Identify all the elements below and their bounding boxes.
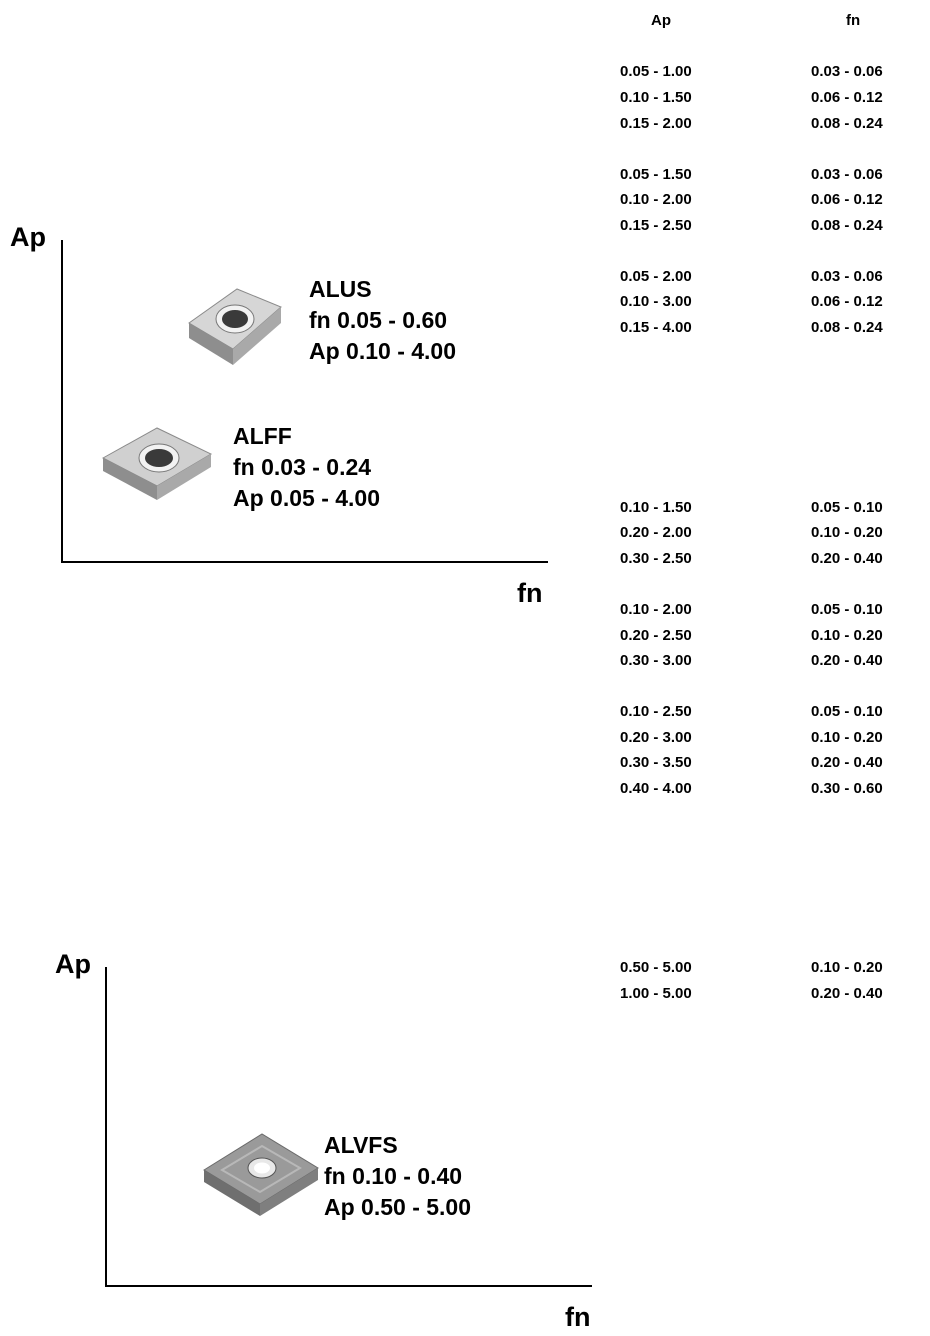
table-cell-fn: 0.05 - 0.10 xyxy=(811,703,883,720)
table-cell-fn: 0.06 - 0.12 xyxy=(811,89,883,106)
table-cell-ap: 0.50 - 5.00 xyxy=(620,959,692,976)
table-header-fn: fn xyxy=(846,12,861,29)
table-cell-fn: 0.08 - 0.24 xyxy=(811,217,883,234)
table-cell-fn: 0.20 - 0.40 xyxy=(811,754,883,771)
table-cell-ap: 1.00 - 5.00 xyxy=(620,985,692,1002)
table-cell-ap: 0.20 - 3.00 xyxy=(620,729,692,746)
alff-insert-image xyxy=(101,427,213,500)
alvfs-name: ALVFS xyxy=(324,1132,398,1158)
alff-fn-range: fn 0.03 - 0.24 xyxy=(233,454,372,480)
table-cell-ap: 0.10 - 2.00 xyxy=(620,191,692,208)
alff-name: ALFF xyxy=(233,423,292,449)
y-axis-line xyxy=(61,240,63,563)
x-axis-line-2 xyxy=(105,1285,592,1287)
table-cell-fn: 0.06 - 0.12 xyxy=(811,293,883,310)
table-cell-fn: 0.10 - 0.20 xyxy=(811,729,883,746)
table-cell-fn: 0.10 - 0.20 xyxy=(811,524,883,541)
table-cell-fn: 0.20 - 0.40 xyxy=(811,550,883,567)
alff-spec: ALFF fn 0.03 - 0.24 Ap 0.05 - 4.00 xyxy=(233,421,380,514)
table-cell-fn: 0.05 - 0.10 xyxy=(811,499,883,516)
table-cell-ap: 0.20 - 2.00 xyxy=(620,524,692,541)
table-cell-fn: 0.10 - 0.20 xyxy=(811,627,883,644)
table-cell-ap: 0.30 - 3.00 xyxy=(620,652,692,669)
alus-fn-range: fn 0.05 - 0.60 xyxy=(309,307,448,333)
alvfs-fn-range: fn 0.10 - 0.40 xyxy=(324,1163,463,1189)
table-cell-ap: 0.05 - 1.00 xyxy=(620,63,692,80)
table-cell-ap: 0.10 - 3.00 xyxy=(620,293,692,310)
table-cell-fn: 0.08 - 0.24 xyxy=(811,115,883,132)
alvfs-spec: ALVFS fn 0.10 - 0.40 Ap 0.50 - 5.00 xyxy=(324,1130,471,1223)
x-axis-line xyxy=(61,561,548,563)
table-cell-ap: 0.15 - 2.00 xyxy=(620,115,692,132)
table-cell-fn: 0.03 - 0.06 xyxy=(811,63,883,80)
table-cell-ap: 0.10 - 1.50 xyxy=(620,89,692,106)
table-cell-fn: 0.10 - 0.20 xyxy=(811,959,883,976)
table-cell-ap: 0.05 - 2.00 xyxy=(620,268,692,285)
y-axis-label: Ap xyxy=(10,222,46,252)
table-cell-fn: 0.03 - 0.06 xyxy=(811,268,883,285)
table-cell-fn: 0.03 - 0.06 xyxy=(811,166,883,183)
x-axis-label: fn xyxy=(517,578,543,608)
table-cell-ap: 0.10 - 2.00 xyxy=(620,601,692,618)
alus-name: ALUS xyxy=(309,276,372,302)
table-header-ap: Ap xyxy=(651,12,671,29)
y-axis-line-2 xyxy=(105,967,107,1287)
table-cell-ap: 0.05 - 1.50 xyxy=(620,166,692,183)
alus-insert-image xyxy=(188,288,282,365)
table-cell-fn: 0.30 - 0.60 xyxy=(811,780,883,797)
table-cell-ap: 0.15 - 4.00 xyxy=(620,319,692,336)
table-cell-ap: 0.30 - 2.50 xyxy=(620,550,692,567)
alus-ap-range: Ap 0.10 - 4.00 xyxy=(309,338,457,364)
alvfs-insert-image xyxy=(203,1133,319,1216)
table-cell-ap: 0.10 - 2.50 xyxy=(620,703,692,720)
table-cell-fn: 0.05 - 0.10 xyxy=(811,601,883,618)
table-cell-ap: 0.40 - 4.00 xyxy=(620,780,692,797)
table-cell-fn: 0.08 - 0.24 xyxy=(811,319,883,336)
table-cell-ap: 0.10 - 1.50 xyxy=(620,499,692,516)
table-cell-fn: 0.20 - 0.40 xyxy=(811,985,883,1002)
table-cell-fn: 0.20 - 0.40 xyxy=(811,652,883,669)
x-axis-label-2: fn xyxy=(565,1302,591,1332)
table-cell-ap: 0.15 - 2.50 xyxy=(620,217,692,234)
table-cell-fn: 0.06 - 0.12 xyxy=(811,191,883,208)
y-axis-label-2: Ap xyxy=(55,949,91,979)
alvfs-ap-range: Ap 0.50 - 5.00 xyxy=(324,1194,472,1220)
table-cell-ap: 0.20 - 2.50 xyxy=(620,627,692,644)
alus-spec: ALUS fn 0.05 - 0.60 Ap 0.10 - 4.00 xyxy=(309,274,456,367)
alff-ap-range: Ap 0.05 - 4.00 xyxy=(233,485,381,511)
table-cell-ap: 0.30 - 3.50 xyxy=(620,754,692,771)
